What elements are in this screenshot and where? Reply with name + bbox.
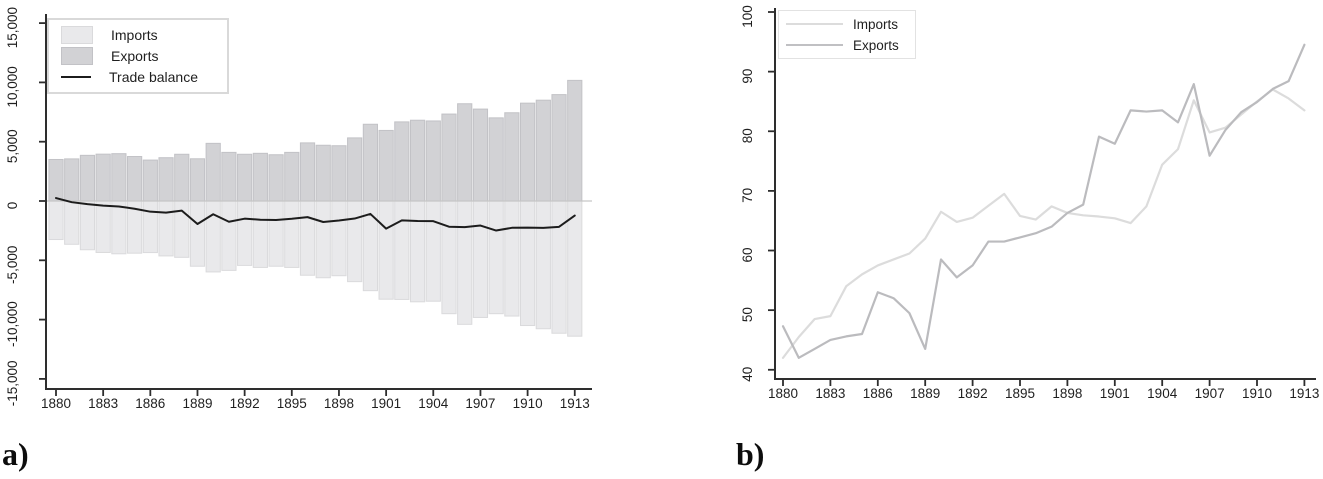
svg-text:1883: 1883 (815, 386, 845, 401)
svg-text:-5,000: -5,000 (5, 246, 20, 284)
svg-text:1886: 1886 (135, 396, 165, 411)
legend-panel-b: Imports Exports (778, 10, 916, 59)
svg-text:1913: 1913 (560, 396, 590, 411)
svg-text:1910: 1910 (1242, 386, 1272, 401)
svg-text:1892: 1892 (958, 386, 988, 401)
svg-text:10,000: 10,000 (5, 66, 20, 107)
svg-text:1913: 1913 (1289, 386, 1319, 401)
svg-text:1892: 1892 (230, 396, 260, 411)
legend-row-imports: Imports (786, 14, 915, 35)
svg-text:15,000: 15,000 (5, 7, 20, 48)
legend-row-imports: Imports (61, 25, 227, 46)
svg-text:50: 50 (740, 307, 755, 322)
legend-label-imports: Imports (111, 26, 158, 43)
legend-label-trade-balance: Trade balance (109, 68, 198, 85)
svg-text:1901: 1901 (371, 396, 401, 411)
svg-text:1883: 1883 (88, 396, 118, 411)
panel-label-b: b) (736, 436, 765, 472)
svg-text:1898: 1898 (324, 396, 354, 411)
legend-label-exports: Exports (853, 37, 899, 53)
exports-line-swatch (786, 44, 843, 46)
panel-label-a: a) (2, 436, 29, 472)
svg-text:1880: 1880 (41, 396, 71, 411)
svg-text:1904: 1904 (1147, 386, 1178, 401)
svg-text:1895: 1895 (277, 396, 307, 411)
svg-text:90: 90 (740, 69, 755, 84)
svg-text:1889: 1889 (910, 386, 940, 401)
svg-text:1889: 1889 (182, 396, 212, 411)
svg-text:70: 70 (740, 188, 755, 203)
legend-row-exports: Exports (786, 35, 915, 56)
imports-bar-swatch (61, 26, 93, 44)
svg-text:1910: 1910 (513, 396, 543, 411)
svg-text:1895: 1895 (1005, 386, 1035, 401)
svg-text:1886: 1886 (863, 386, 893, 401)
legend-label-exports: Exports (111, 47, 159, 64)
svg-text:0: 0 (5, 202, 20, 210)
svg-text:-10,000: -10,000 (5, 301, 20, 347)
legend-panel-a: Imports Exports Trade balance (47, 18, 229, 94)
imports-line-swatch (786, 23, 843, 25)
svg-text:60: 60 (740, 248, 755, 263)
svg-text:1898: 1898 (1052, 386, 1082, 401)
svg-text:40: 40 (740, 367, 755, 382)
legend-row-exports: Exports (61, 46, 227, 67)
trade-balance-line-swatch (61, 76, 91, 78)
svg-text:1907: 1907 (1195, 386, 1225, 401)
svg-text:1904: 1904 (418, 396, 449, 411)
exports-bar-swatch (61, 47, 93, 65)
svg-text:80: 80 (740, 128, 755, 143)
svg-text:5,000: 5,000 (5, 129, 20, 163)
legend-row-trade-balance: Trade balance (61, 67, 227, 88)
svg-text:1880: 1880 (768, 386, 798, 401)
svg-text:100: 100 (740, 5, 755, 28)
svg-text:1907: 1907 (465, 396, 495, 411)
legend-label-imports: Imports (853, 16, 899, 32)
svg-text:-15,000: -15,000 (5, 361, 20, 407)
svg-text:1901: 1901 (1100, 386, 1130, 401)
